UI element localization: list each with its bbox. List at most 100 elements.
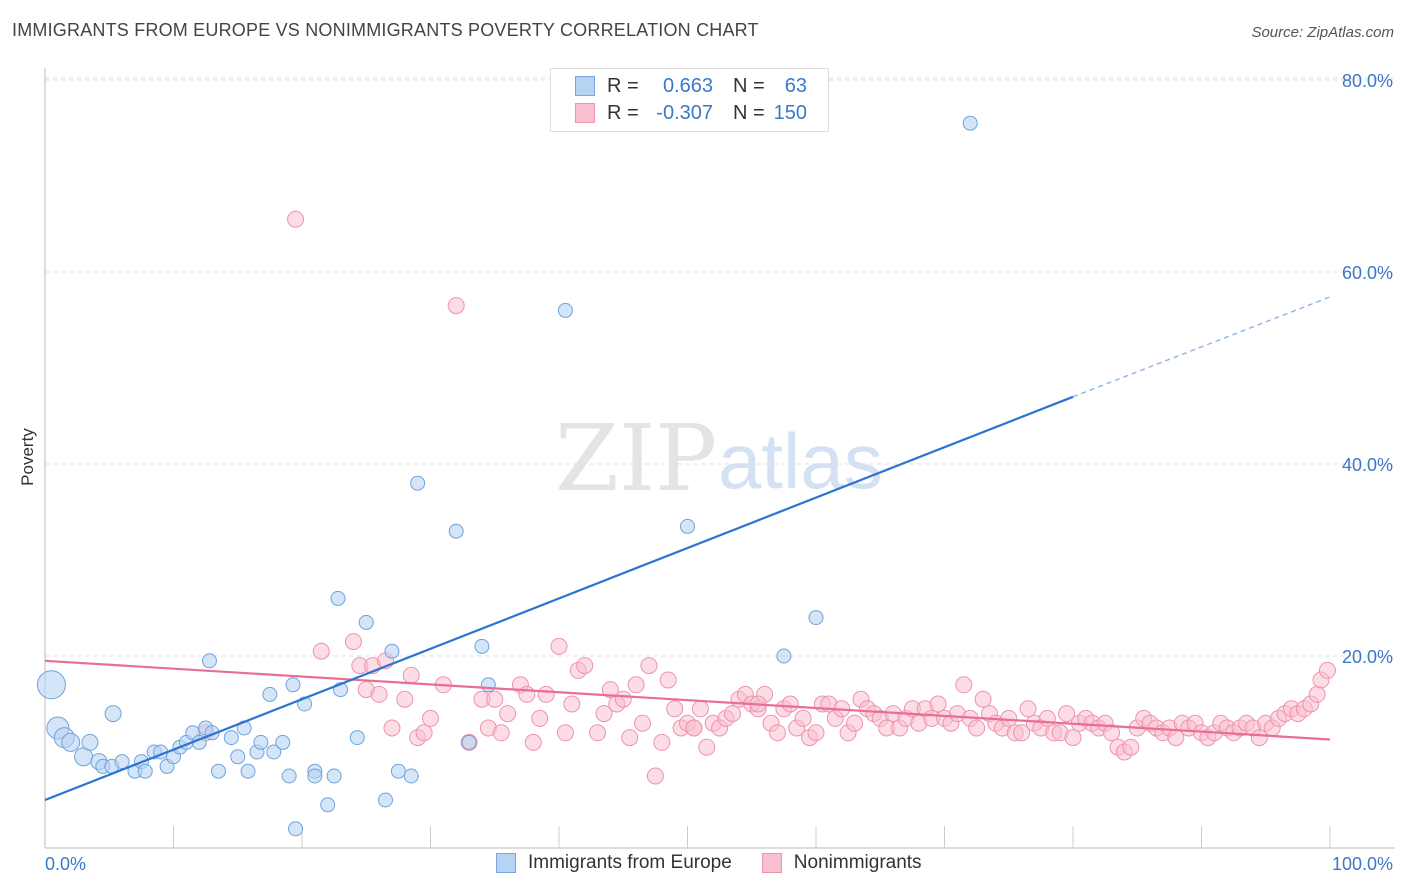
nonimmigrant-point [518, 685, 536, 703]
europe-point [114, 754, 130, 770]
nonimmigrant-point [768, 724, 786, 742]
nonimmigrant-point [614, 690, 632, 708]
europe-point [557, 302, 573, 318]
nonimmigrants-legend-label: Nonimmigrants [793, 852, 922, 873]
europe-point [461, 734, 477, 750]
europe-point [474, 638, 490, 654]
nonimmigrant-point [723, 705, 741, 723]
europe-point [288, 821, 304, 837]
r-value: -0.307 [656, 101, 713, 124]
europe-point [262, 686, 278, 702]
europe-point [61, 732, 81, 752]
nonimmigrant-point [1058, 705, 1076, 723]
nonimmigrant-point [955, 676, 973, 694]
nonimmigrant-point [794, 709, 812, 727]
nonimmigrant-point [1103, 724, 1121, 742]
europe-point [210, 763, 226, 779]
nonimmigrant-point [537, 685, 555, 703]
nonimmigrant-point [499, 705, 517, 723]
nonimmigrant-point [781, 695, 799, 713]
europe-legend-swatch [496, 853, 516, 873]
nonimmigrant-point [344, 633, 362, 651]
nonimmigrant-point [646, 767, 664, 785]
nonimmigrant-point [807, 724, 825, 742]
nonimmigrant-point [556, 724, 574, 742]
nonimmigrant-point [531, 709, 549, 727]
nonimmigrant-point [576, 657, 594, 675]
nonimmigrant-point [287, 210, 305, 228]
x-tick-label: 100.0% [1332, 854, 1393, 874]
nonimmigrant-point [601, 681, 619, 699]
europe-point [266, 744, 282, 760]
n-label: N = [733, 74, 765, 97]
europe-legend-label: Immigrants from Europe [528, 852, 732, 873]
europe-point [253, 734, 269, 750]
nonimmigrant-point [1064, 729, 1082, 747]
europe-point [776, 648, 792, 664]
y-tick-label: 80.0% [1342, 71, 1393, 91]
nonimmigrant-point [1122, 738, 1140, 756]
europe-point [137, 763, 153, 779]
nonimmigrant-point [1038, 709, 1056, 727]
europe-point [36, 670, 66, 700]
y-tick-label: 40.0% [1342, 455, 1393, 475]
europe-point [307, 768, 323, 784]
nonimmigrant-point [627, 676, 645, 694]
europe-point [223, 730, 239, 746]
nonimmigrant-point [383, 719, 401, 737]
nonimmigrant-point [1318, 661, 1336, 679]
nonimmigrant-point [634, 714, 652, 732]
europe-point [384, 643, 400, 659]
nonimmigrants-trend-line [44, 659, 1331, 741]
nonimmigrant-point [524, 733, 542, 751]
nonimmigrant-point [550, 637, 568, 655]
nonimmigrant-point [1019, 700, 1037, 718]
nonimmigrant-point [595, 705, 613, 723]
europe-point [330, 590, 346, 606]
europe-point [480, 677, 496, 693]
nonimmigrant-point [402, 666, 420, 684]
europe-trend-extension [1072, 296, 1331, 398]
nonimmigrant-point [691, 700, 709, 718]
europe-point [390, 763, 406, 779]
nonimmigrants-swatch [575, 103, 595, 123]
nonimmigrant-point [312, 642, 330, 660]
europe-point [104, 705, 122, 723]
stats-legend: R = 0.663 N = 63 R = -0.307 N = 150 [550, 68, 829, 132]
stats-legend-row-nonimmigrants: R = -0.307 N = 150 [575, 101, 807, 125]
nonimmigrant-point [698, 738, 716, 756]
europe-point [358, 614, 374, 630]
nonimmigrant-point [415, 724, 433, 742]
x-tick-label: 0.0% [45, 854, 86, 874]
nonimmigrant-point [396, 690, 414, 708]
europe-point [349, 730, 365, 746]
nonimmigrant-point [492, 724, 510, 742]
europe-point [240, 763, 256, 779]
europe-point [281, 768, 297, 784]
nonimmigrant-point [846, 714, 864, 732]
y-axis-label: Poverty [18, 428, 37, 486]
n-value: 63 [784, 74, 807, 97]
nonimmigrant-point [685, 719, 703, 737]
n-label: N = [733, 101, 765, 124]
europe-point [403, 768, 419, 784]
europe-point [201, 653, 217, 669]
nonimmigrant-point [370, 685, 388, 703]
nonimmigrant-point [1013, 724, 1031, 742]
r-label: R = [607, 101, 639, 124]
y-tick-label: 60.0% [1342, 263, 1393, 283]
europe-point [448, 523, 464, 539]
europe-point [680, 518, 695, 534]
europe-point [326, 768, 342, 784]
r-label: R = [607, 74, 639, 97]
europe-point [320, 797, 336, 813]
nonimmigrant-point [659, 671, 677, 689]
legend-item-europe: Immigrants from Europe [496, 852, 732, 874]
nonimmigrant-point [1250, 729, 1268, 747]
nonimmigrants-legend-swatch [761, 853, 782, 873]
europe-point [230, 749, 246, 765]
y-tick-label: 20.0% [1342, 647, 1393, 667]
europe-point [410, 475, 426, 491]
nonimmigrant-point [447, 297, 465, 315]
